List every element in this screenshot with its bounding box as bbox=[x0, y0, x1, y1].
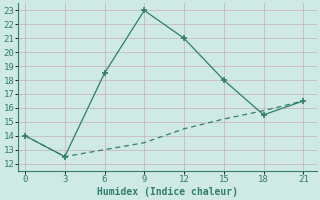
X-axis label: Humidex (Indice chaleur): Humidex (Indice chaleur) bbox=[97, 186, 238, 197]
